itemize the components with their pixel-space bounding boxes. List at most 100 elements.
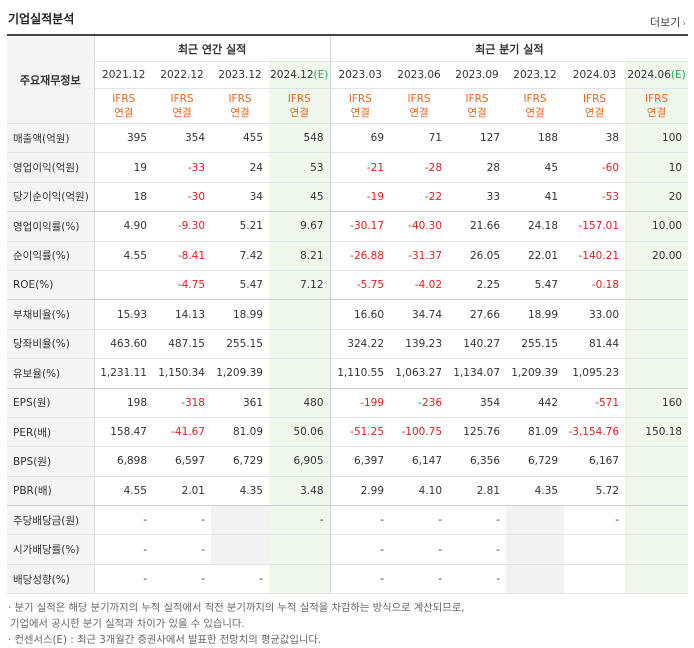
table-cell: 16.60 xyxy=(330,299,391,330)
table-cell xyxy=(625,505,689,536)
table-cell: 361 xyxy=(211,388,269,418)
table-cell: -199 xyxy=(330,388,391,418)
table-cell: 2.99 xyxy=(330,476,391,507)
table-cell: 20 xyxy=(625,182,689,213)
period-header: 2023.09 xyxy=(448,61,507,89)
table-row: 영업이익률(%) 4.90 -9.30 5.21 9.67 -30.17 -40.30 21.… xyxy=(7,211,689,242)
table-cell: 4.55 xyxy=(94,476,153,507)
table-cell: 2.25 xyxy=(448,270,507,301)
table-cell xyxy=(625,299,689,330)
more-label[interactable]: 더보기 xyxy=(650,16,681,29)
table-cell: 20.00 xyxy=(625,241,689,271)
period-header: 2022.12 xyxy=(153,61,211,89)
table-cell: 6,729 xyxy=(506,446,565,477)
ifrs-header: IFRS 연결 xyxy=(390,88,449,124)
table-cell: - xyxy=(94,564,153,595)
ifrs-label: IFRS xyxy=(582,93,607,105)
table-cell xyxy=(564,534,626,565)
table-cell xyxy=(625,446,689,477)
table-cell: 28 xyxy=(448,152,507,183)
ifrs-label: IFRS xyxy=(407,93,431,105)
consolidated-label: 연결 xyxy=(409,107,429,119)
table-cell: 5.47 xyxy=(211,270,269,301)
consolidated-label: 연결 xyxy=(172,107,192,119)
footnotes: · 분기 실적은 해당 분기까지의 누적 실적에서 직전 분기까지의 누적 실적… xyxy=(8,600,464,648)
table-cell: 6,729 xyxy=(211,446,269,477)
table-cell: -31.37 xyxy=(390,241,449,271)
ifrs-label: IFRS xyxy=(645,93,669,105)
table-cell: - xyxy=(564,505,626,536)
table-cell: 188 xyxy=(506,123,565,154)
table-cell: 1,110.55 xyxy=(330,358,391,389)
period-label: 2024.12 xyxy=(270,69,314,81)
more-link[interactable]: 더보기 › xyxy=(650,14,686,30)
table-cell: 127 xyxy=(448,123,507,154)
table-cell: - xyxy=(330,534,391,565)
consolidated-label: 연결 xyxy=(646,107,667,119)
annual-group-header: 최근 연간 실적 xyxy=(94,35,331,62)
ifrs-header: IFRS 연결 xyxy=(211,88,269,124)
table-cell: 354 xyxy=(448,388,507,418)
table-cell: 324.22 xyxy=(330,329,391,360)
table-cell: 27.66 xyxy=(448,299,507,330)
table-cell: -157.01 xyxy=(564,211,626,242)
table-cell: 8.21 xyxy=(269,241,331,271)
table-cell xyxy=(269,358,331,389)
table-cell xyxy=(506,534,565,565)
period-label: 2023.03 xyxy=(338,69,382,81)
row-label: ROE(%) xyxy=(7,270,95,301)
table-cell: 1,095.23 xyxy=(564,358,626,389)
section-title: 기업실적분석 xyxy=(8,12,75,26)
table-cell: 6,898 xyxy=(94,446,153,477)
consolidated-label: 연결 xyxy=(230,107,250,119)
ifrs-label: IFRS xyxy=(523,93,547,105)
table-cell: 255.15 xyxy=(211,329,269,360)
table-cell: -3,154.76 xyxy=(564,417,626,448)
table-cell: -571 xyxy=(564,388,626,418)
table-cell: 15.93 xyxy=(94,299,153,330)
period-header: 2024.12(E) xyxy=(269,61,331,89)
table-cell: 14.13 xyxy=(153,299,211,330)
table-cell: 38 xyxy=(564,123,626,154)
table-cell: -4.75 xyxy=(153,270,211,301)
table-cell xyxy=(625,358,689,389)
period-label: 2023.09 xyxy=(455,69,499,81)
table-cell: 33 xyxy=(448,182,507,213)
table-cell: -22 xyxy=(390,182,449,213)
table-cell: 10 xyxy=(625,152,689,183)
ifrs-label: IFRS xyxy=(465,93,489,105)
table-cell: 34.74 xyxy=(390,299,449,330)
table-cell: - xyxy=(330,505,391,536)
table-cell: 1,134.07 xyxy=(448,358,507,389)
ifrs-header: IFRS 연결 xyxy=(625,88,689,124)
row-label: 매출액(억원) xyxy=(7,123,95,154)
row-label: PBR(배) xyxy=(7,476,95,507)
table-cell: 50.06 xyxy=(269,417,331,448)
table-cell: 1,150.34 xyxy=(153,358,211,389)
table-cell: 480 xyxy=(269,388,331,418)
table-cell: 69 xyxy=(330,123,391,154)
table-cell: -19 xyxy=(330,182,391,213)
table-cell: 18 xyxy=(94,182,153,213)
period-label: 2022.12 xyxy=(160,69,204,81)
table-row: PER(배) 158.47 -41.67 81.09 50.06 -51.25 -100.7… xyxy=(7,417,689,448)
table-cell xyxy=(625,534,689,565)
table-cell: -236 xyxy=(390,388,449,418)
period-header: 2023.12 xyxy=(506,61,565,89)
ifrs-label: IFRS xyxy=(228,93,252,105)
table-cell: 18.99 xyxy=(506,299,565,330)
table-cell: 33.00 xyxy=(564,299,626,330)
table-cell: -4.02 xyxy=(390,270,449,301)
table-cell: - xyxy=(94,534,153,565)
footnote-line: 기업에서 공시한 분기 실적과 차이가 있을 수 있습니다. xyxy=(10,618,245,630)
table-cell: - xyxy=(211,564,269,595)
table-row: EPS(원) 198 -318 361 480 -199 -236 354 442 -571 160 xyxy=(7,388,689,418)
table-cell: -30 xyxy=(153,182,211,213)
period-header: 2023.03 xyxy=(330,61,391,89)
row-label: PER(배) xyxy=(7,417,95,448)
table-cell: - xyxy=(448,564,507,595)
table-cell: 22.01 xyxy=(506,241,565,271)
table-cell: 6,597 xyxy=(153,446,211,477)
ifrs-header: IFRS 연결 xyxy=(506,88,565,124)
table-cell: - xyxy=(153,564,211,595)
